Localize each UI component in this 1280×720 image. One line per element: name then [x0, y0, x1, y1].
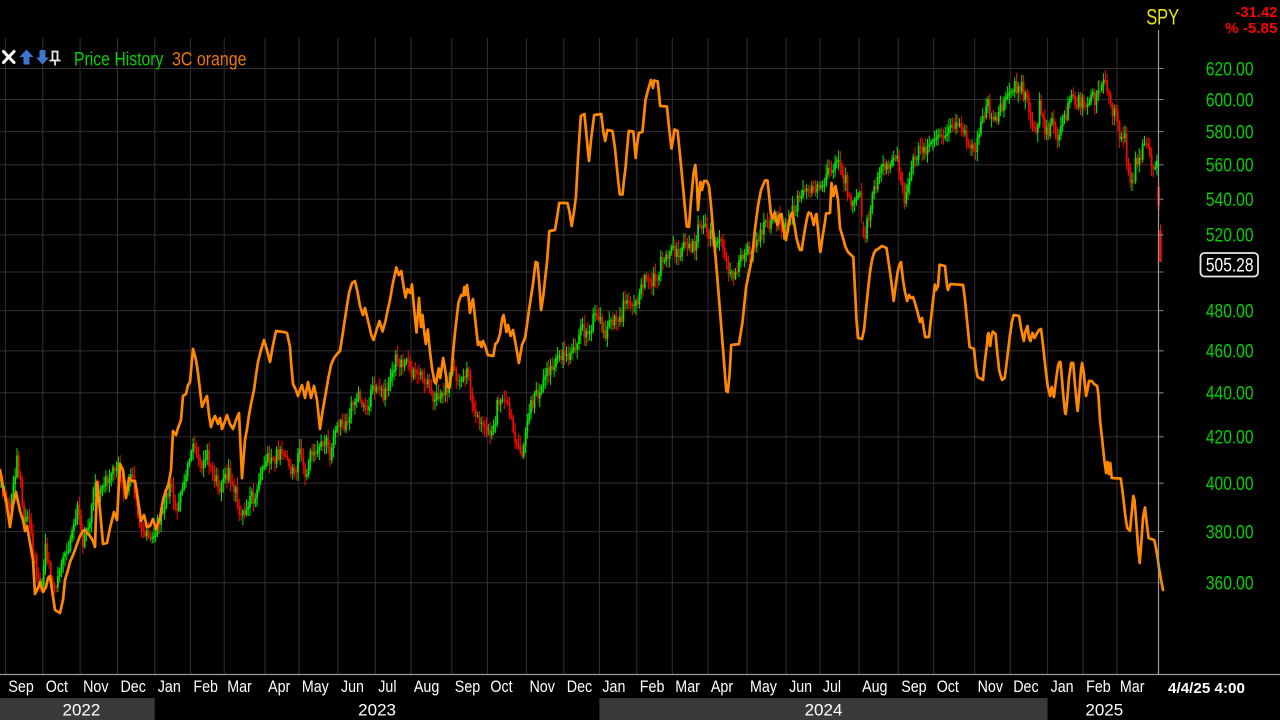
- svg-text:420.00: 420.00: [1206, 428, 1254, 449]
- svg-text:Jun: Jun: [341, 678, 364, 696]
- svg-text:Oct: Oct: [937, 678, 960, 696]
- svg-text:Aug: Aug: [414, 678, 439, 696]
- svg-text:Dec: Dec: [121, 678, 146, 696]
- svg-text:Mar: Mar: [675, 678, 700, 696]
- svg-text:505.28: 505.28: [1206, 256, 1254, 277]
- svg-text:May: May: [302, 678, 330, 696]
- svg-text:Apr: Apr: [711, 678, 734, 696]
- svg-text:Jan: Jan: [602, 678, 625, 696]
- svg-text:-31.42: -31.42: [1236, 4, 1278, 21]
- svg-text:400.00: 400.00: [1206, 474, 1254, 495]
- svg-text:Dec: Dec: [1013, 678, 1038, 696]
- svg-text:% -5.85: % -5.85: [1225, 20, 1278, 37]
- svg-text:520.00: 520.00: [1206, 226, 1254, 247]
- svg-text:Nov: Nov: [83, 678, 109, 696]
- svg-text:560.00: 560.00: [1206, 156, 1254, 177]
- svg-text:2023: 2023: [358, 701, 396, 720]
- svg-text:Aug: Aug: [862, 678, 887, 696]
- svg-text:2022: 2022: [62, 701, 100, 720]
- svg-text:Feb: Feb: [640, 678, 665, 696]
- svg-text:Jun: Jun: [789, 678, 812, 696]
- svg-text:2025: 2025: [1085, 701, 1123, 720]
- svg-text:620.00: 620.00: [1206, 59, 1254, 80]
- svg-text:Price History: Price History: [74, 48, 164, 70]
- svg-text:Sep: Sep: [901, 678, 926, 696]
- svg-text:Oct: Oct: [46, 678, 69, 696]
- svg-text:Mar: Mar: [227, 678, 252, 696]
- svg-text:600.00: 600.00: [1206, 90, 1254, 111]
- svg-text:360.00: 360.00: [1206, 574, 1254, 595]
- svg-text:Nov: Nov: [978, 678, 1004, 696]
- svg-text:May: May: [750, 678, 778, 696]
- svg-text:Sep: Sep: [8, 678, 33, 696]
- svg-text:Mar: Mar: [1120, 678, 1145, 696]
- svg-text:3C orange: 3C orange: [172, 48, 247, 70]
- svg-text:SPY: SPY: [1146, 4, 1179, 29]
- svg-text:580.00: 580.00: [1206, 122, 1254, 143]
- svg-text:2024: 2024: [805, 701, 843, 720]
- svg-text:Jul: Jul: [378, 678, 396, 696]
- svg-text:Jul: Jul: [823, 678, 841, 696]
- svg-text:480.00: 480.00: [1206, 301, 1254, 322]
- svg-text:Sep: Sep: [455, 678, 480, 696]
- svg-text:380.00: 380.00: [1206, 522, 1254, 543]
- svg-text:540.00: 540.00: [1206, 190, 1254, 211]
- svg-text:Jan: Jan: [1051, 678, 1074, 696]
- svg-text:Nov: Nov: [530, 678, 556, 696]
- svg-text:440.00: 440.00: [1206, 384, 1254, 405]
- svg-text:Feb: Feb: [1086, 678, 1111, 696]
- svg-text:Oct: Oct: [490, 678, 513, 696]
- svg-text:4/4/25 4:00: 4/4/25 4:00: [1168, 680, 1245, 697]
- svg-text:Feb: Feb: [193, 678, 218, 696]
- svg-text:Dec: Dec: [567, 678, 592, 696]
- svg-text:460.00: 460.00: [1206, 342, 1254, 363]
- svg-text:Apr: Apr: [268, 678, 291, 696]
- svg-text:Jan: Jan: [158, 678, 181, 696]
